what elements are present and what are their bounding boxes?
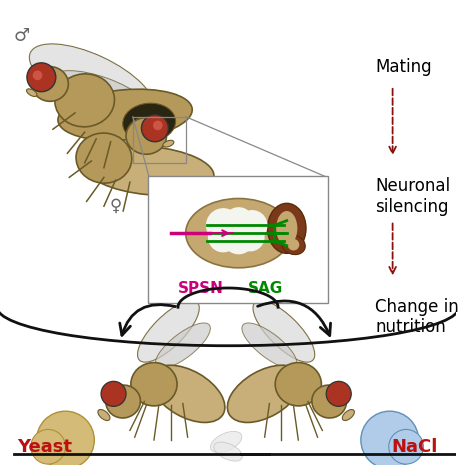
- Circle shape: [223, 207, 254, 238]
- Ellipse shape: [155, 323, 210, 369]
- Circle shape: [214, 212, 252, 250]
- Ellipse shape: [126, 118, 166, 154]
- Circle shape: [326, 382, 351, 406]
- Ellipse shape: [76, 133, 132, 183]
- Ellipse shape: [137, 301, 199, 362]
- Ellipse shape: [242, 323, 297, 369]
- Ellipse shape: [276, 211, 297, 246]
- Ellipse shape: [84, 146, 214, 195]
- Ellipse shape: [282, 235, 305, 255]
- Ellipse shape: [55, 74, 115, 127]
- Circle shape: [153, 120, 163, 130]
- Circle shape: [389, 429, 423, 464]
- Text: NaCl: NaCl: [392, 438, 438, 456]
- Ellipse shape: [131, 363, 177, 406]
- Circle shape: [36, 411, 94, 469]
- Text: SPSN: SPSN: [178, 281, 224, 296]
- Text: Yeast: Yeast: [18, 438, 73, 456]
- Ellipse shape: [58, 89, 192, 140]
- Ellipse shape: [210, 431, 242, 453]
- Text: Neuronal
silencing: Neuronal silencing: [375, 177, 450, 216]
- Circle shape: [31, 429, 65, 464]
- Ellipse shape: [32, 67, 68, 101]
- Ellipse shape: [29, 44, 154, 118]
- Ellipse shape: [275, 363, 321, 406]
- Circle shape: [228, 214, 263, 248]
- Ellipse shape: [288, 239, 299, 250]
- Ellipse shape: [228, 365, 302, 422]
- Circle shape: [236, 223, 264, 251]
- FancyBboxPatch shape: [148, 176, 328, 303]
- Ellipse shape: [106, 385, 140, 418]
- Ellipse shape: [98, 410, 110, 420]
- Ellipse shape: [49, 71, 154, 124]
- Circle shape: [33, 71, 42, 80]
- Circle shape: [208, 222, 238, 252]
- Ellipse shape: [123, 103, 175, 142]
- Ellipse shape: [150, 365, 225, 422]
- Ellipse shape: [186, 199, 292, 268]
- Circle shape: [361, 411, 419, 469]
- Ellipse shape: [342, 410, 355, 420]
- Text: SAG: SAG: [248, 281, 283, 296]
- Ellipse shape: [267, 203, 306, 254]
- Ellipse shape: [214, 442, 242, 461]
- Circle shape: [101, 382, 126, 406]
- Circle shape: [27, 63, 56, 91]
- Circle shape: [222, 222, 255, 255]
- Text: ♂: ♂: [13, 27, 29, 45]
- Text: Mating: Mating: [375, 58, 432, 76]
- Text: Change in
nutrition: Change in nutrition: [375, 298, 459, 337]
- Ellipse shape: [163, 140, 174, 147]
- Ellipse shape: [253, 301, 315, 362]
- Circle shape: [206, 208, 241, 243]
- Ellipse shape: [27, 89, 37, 97]
- Text: ♀: ♀: [109, 197, 121, 215]
- Ellipse shape: [312, 385, 346, 418]
- Circle shape: [141, 115, 168, 142]
- Circle shape: [237, 210, 267, 241]
